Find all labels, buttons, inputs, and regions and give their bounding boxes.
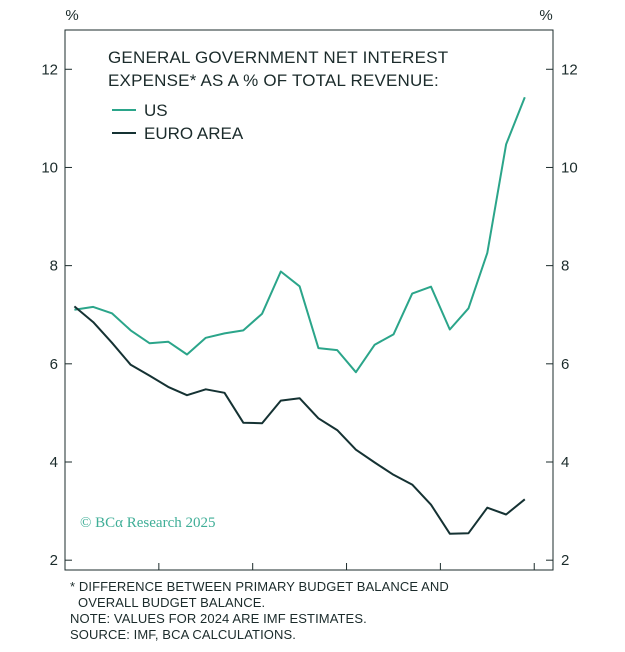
y-tick-label-left: 10 bbox=[41, 159, 58, 176]
y-tick-label-left: 8 bbox=[50, 258, 58, 275]
x-axis: 200020052010201520202025 bbox=[64, 563, 535, 570]
y-tick-label-right: 10 bbox=[561, 159, 578, 176]
watermark: © BCα Research 2025 bbox=[80, 515, 215, 531]
y-tick-label-right: 6 bbox=[561, 356, 569, 373]
y-tick-label-right: 12 bbox=[561, 61, 578, 78]
footnote-line-4: SOURCE: IMF, BCA CALCULATIONS. bbox=[70, 627, 296, 642]
y-tick-label-left: 12 bbox=[41, 61, 58, 78]
y-tick-label-left: 4 bbox=[50, 454, 58, 471]
y-tick-label-left: 2 bbox=[50, 552, 58, 569]
y-tick-label-right: 2 bbox=[561, 552, 569, 569]
y-tick-label-left: 6 bbox=[50, 356, 58, 373]
series-line-us bbox=[74, 96, 526, 374]
y-axis-unit-left: % bbox=[65, 7, 78, 24]
legend-label-us: US bbox=[144, 101, 168, 120]
footnote-line-1: * DIFFERENCE BETWEEN PRIMARY BUDGET BALA… bbox=[70, 579, 449, 594]
footnote-line-3: NOTE: VALUES FOR 2024 ARE IMF ESTIMATES. bbox=[70, 611, 367, 626]
legend: US EURO AREA bbox=[112, 101, 244, 143]
footnote-line-2: OVERALL BUDGET BALANCE. bbox=[78, 595, 266, 610]
y-axis-unit-right: % bbox=[539, 7, 552, 24]
legend-label-euro-area: EURO AREA bbox=[144, 124, 244, 143]
chart-title-line-1: GENERAL GOVERNMENT NET INTEREST bbox=[108, 48, 448, 67]
chart-title-line-2: EXPENSE* AS A % OF TOTAL REVENUE: bbox=[108, 71, 439, 90]
y-tick-label-right: 8 bbox=[561, 258, 569, 275]
series-line-euro-area bbox=[73, 305, 526, 535]
plot-frame bbox=[64, 29, 554, 571]
footnotes: * DIFFERENCE BETWEEN PRIMARY BUDGET BALA… bbox=[70, 579, 449, 643]
chart-canvas: % % GENERAL GOVERNMENT NET INTEREST EXPE… bbox=[41, 7, 578, 571]
y-tick-label-right: 4 bbox=[561, 454, 569, 471]
y-axis: 2 2 4 4 6 6 8 8 10 10 12 12 bbox=[41, 61, 577, 569]
series-group bbox=[73, 96, 526, 535]
